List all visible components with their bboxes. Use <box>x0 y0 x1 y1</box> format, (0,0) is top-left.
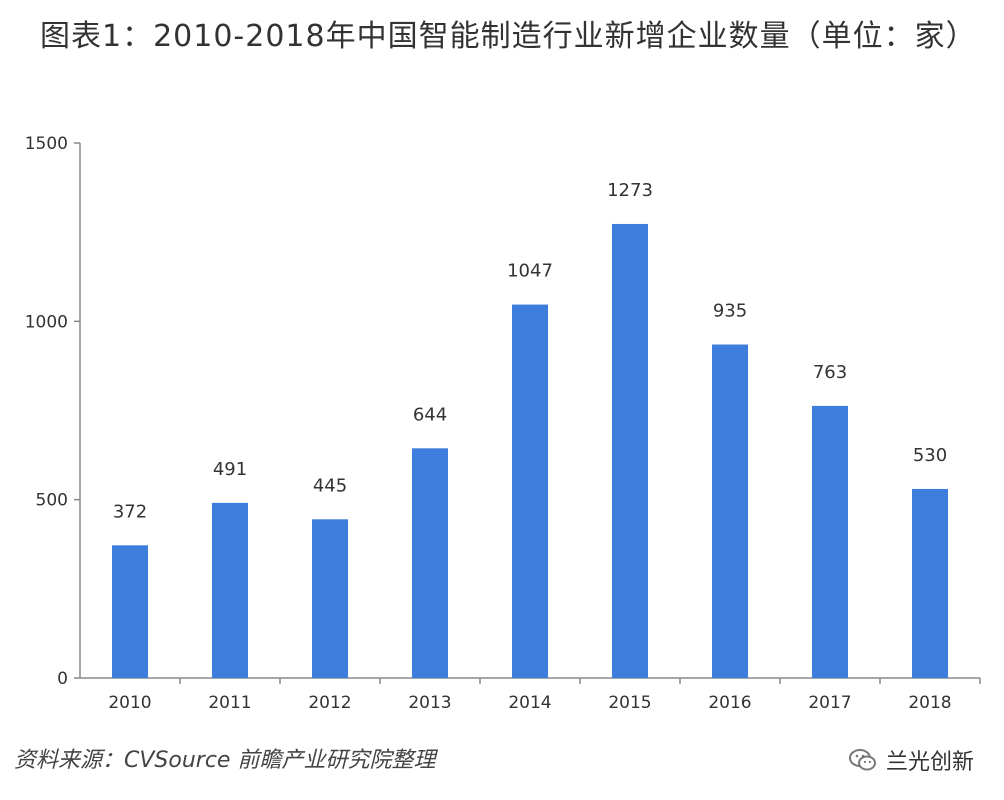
y-tick-label: 1000 <box>25 312 68 332</box>
wechat-icon <box>848 749 876 771</box>
y-tick-label: 0 <box>57 669 68 689</box>
y-tick-label: 500 <box>36 491 68 511</box>
data-label: 1273 <box>607 180 653 201</box>
bar <box>212 502 248 678</box>
bar <box>712 344 748 678</box>
x-tick-label: 2011 <box>208 693 251 713</box>
bar <box>512 304 548 678</box>
bar <box>612 223 648 679</box>
brand-name: 兰光创新 <box>885 750 974 775</box>
bar-chart: 0 500 1000 1500 372 2010 491 2011 445 2012 644 2013… <box>25 134 981 713</box>
x-tick-label: 2018 <box>908 693 951 713</box>
data-label: 935 <box>713 301 747 322</box>
data-label: 372 <box>113 501 147 522</box>
x-tick-label: 2014 <box>508 693 551 713</box>
data-label: 530 <box>913 445 947 466</box>
source-note: 资料来源：CVSource 前瞻产业研究院整理 <box>14 748 436 773</box>
data-label: 445 <box>313 475 347 496</box>
brand: 兰光创新 <box>848 744 974 776</box>
x-tick-label: 2016 <box>708 693 751 713</box>
data-label: 644 <box>413 404 447 425</box>
x-tick-label: 2015 <box>608 693 651 713</box>
x-tick-label: 2017 <box>808 693 851 713</box>
data-label: 491 <box>213 459 247 480</box>
data-label: 763 <box>813 362 847 383</box>
bar <box>812 405 848 678</box>
bar <box>912 488 948 678</box>
bar <box>312 519 348 678</box>
x-tick-label: 2012 <box>308 693 351 713</box>
chart-title: 图表1：2010-2018年中国智能制造行业新增企业数量（单位：家） <box>40 19 977 54</box>
y-tick-label: 1500 <box>25 134 68 154</box>
data-label: 1047 <box>507 261 553 282</box>
x-tick-label: 2010 <box>108 693 151 713</box>
x-tick-label: 2013 <box>408 693 451 713</box>
bar <box>412 448 448 678</box>
bar <box>112 545 148 678</box>
